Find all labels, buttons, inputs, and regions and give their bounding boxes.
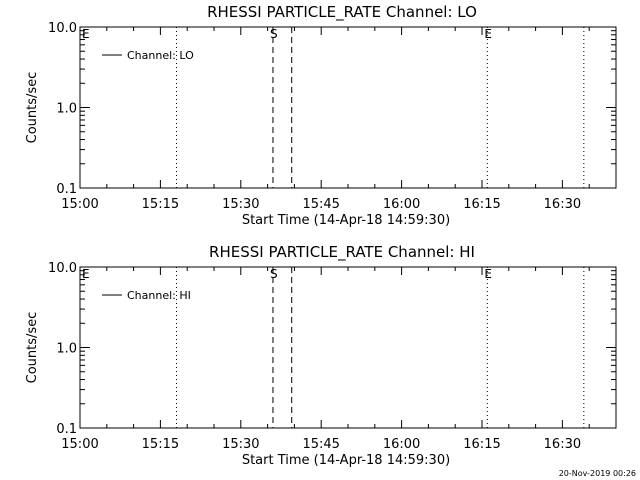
- y-axis-label: Counts/sec: [25, 72, 40, 144]
- x-tick-label: 15:15: [142, 437, 179, 452]
- event-marker-label: S: [270, 267, 278, 281]
- y-tick-label: 1.0: [56, 342, 77, 357]
- x-tick-label: 15:15: [142, 197, 179, 212]
- x-tick-label: 15:00: [61, 437, 98, 452]
- event-marker-label: E: [82, 267, 90, 281]
- chart-panel-1: RHESSI PARTICLE_RATE Channel: LO 15:00 15:…: [25, 3, 617, 228]
- y-tick-label: 10.0: [48, 261, 77, 276]
- x-tick-label: 16:30: [544, 437, 581, 452]
- y-tick-label: 0.1: [56, 182, 77, 197]
- x-tick-label: 16:00: [383, 437, 420, 452]
- x-tick-label: 16:15: [463, 197, 500, 212]
- x-tick-label: 15:30: [222, 197, 259, 212]
- x-tick-label: 15:00: [61, 197, 98, 212]
- y-tick-label: 10.0: [48, 21, 77, 36]
- event-marker-label: E: [484, 27, 492, 41]
- event-marker-label: S: [270, 27, 278, 41]
- x-axis-label: Start Time (14-Apr-18 14:59:30): [242, 213, 450, 228]
- event-marker-label: E: [484, 267, 492, 281]
- legend-entry: Channel: LO: [127, 49, 194, 62]
- x-tick-label: 15:45: [302, 197, 339, 212]
- chart-title: RHESSI PARTICLE_RATE Channel: HI: [209, 243, 475, 262]
- chart-title: RHESSI PARTICLE_RATE Channel: LO: [207, 3, 477, 22]
- x-tick-label: 16:30: [544, 197, 581, 212]
- y-tick-label: 1.0: [56, 102, 77, 117]
- x-axis-label: Start Time (14-Apr-18 14:59:30): [242, 453, 450, 468]
- x-tick-label: 15:45: [302, 437, 339, 452]
- y-tick-label: 0.1: [56, 422, 77, 437]
- x-tick-label: 16:00: [383, 197, 420, 212]
- y-axis-label: Counts/sec: [25, 312, 40, 384]
- legend-entry: Channel: HI: [127, 289, 191, 302]
- chart-panel-2: RHESSI PARTICLE_RATE Channel: HI 15:00 15:…: [25, 243, 617, 468]
- x-tick-label: 16:15: [463, 437, 500, 452]
- footer-timestamp: 20-Nov-2019 00:26: [558, 469, 636, 478]
- x-tick-label: 15:30: [222, 437, 259, 452]
- event-marker-label: E: [82, 27, 90, 41]
